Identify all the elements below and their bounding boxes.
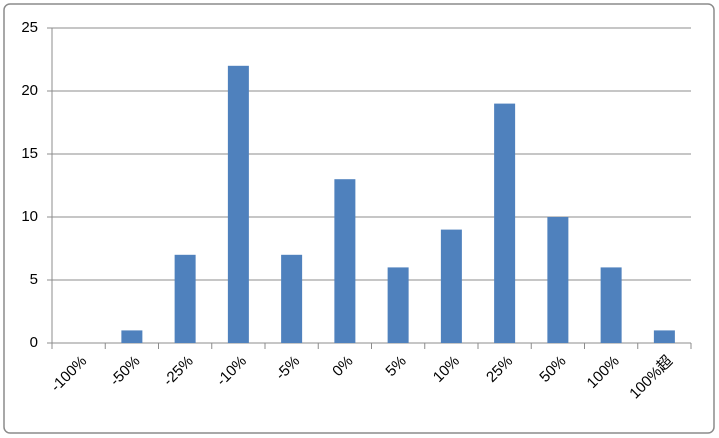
bar (174, 254, 196, 343)
bar (547, 217, 569, 343)
y-tick-label: 25 (21, 19, 38, 36)
bar (334, 179, 356, 343)
bar (387, 267, 409, 343)
y-tick-label: 20 (21, 82, 38, 99)
bar (600, 267, 622, 343)
bar (494, 103, 516, 343)
y-tick-label: 10 (21, 208, 38, 225)
y-tick-label: 5 (30, 271, 38, 288)
y-tick-label: 15 (21, 145, 38, 162)
bar (227, 65, 249, 344)
y-tick-label: 0 (30, 334, 38, 351)
bar (653, 330, 675, 343)
bar (121, 330, 143, 343)
bar (281, 254, 303, 343)
bar (440, 229, 462, 343)
